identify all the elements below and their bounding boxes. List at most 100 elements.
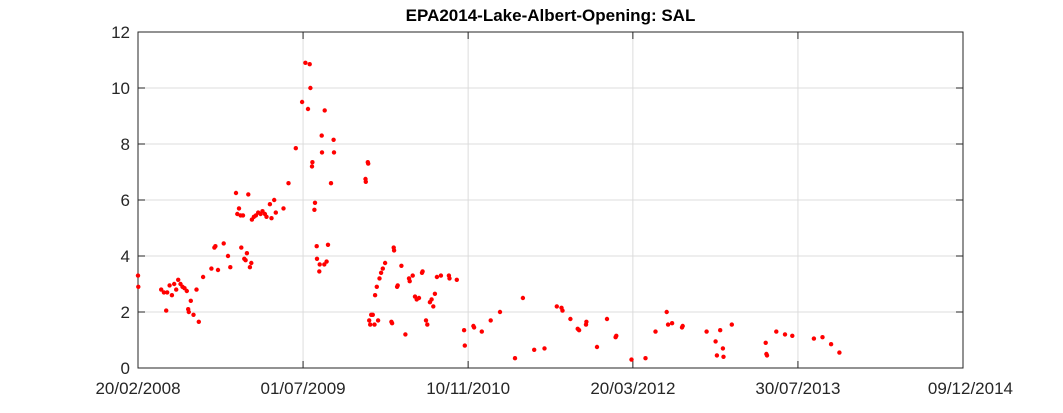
data-point [269,216,274,221]
data-point [228,265,233,270]
data-point [837,350,842,355]
data-point [324,259,329,264]
data-point [303,60,308,65]
axis-ticks: 0 2 4 6 8 10 12 20/02/2008 01/07/2009 10/11/2010 2… [95,23,1013,398]
data-point [479,329,484,334]
data-point [176,277,181,282]
data-point [820,335,825,340]
data-point [721,354,726,359]
data-point [325,242,331,247]
data-point [196,319,201,324]
data-point [233,190,239,196]
data-point [462,343,467,348]
data-point [438,273,444,278]
data-point [718,328,723,333]
data-point [169,293,175,298]
data-point [174,287,179,292]
data-point [135,273,141,278]
data-point [264,214,269,219]
data-point [520,295,526,301]
y-tick-label: 4 [121,247,130,266]
data-point [377,276,382,281]
data-point [225,253,231,259]
grid-lines [137,31,964,369]
data-point [429,297,434,302]
data-point [317,269,322,274]
data-point [423,318,429,323]
data-point [713,339,718,344]
data-point [267,202,273,207]
data-point [136,284,141,289]
data-point [322,108,327,113]
data-point [604,316,610,322]
data-point [416,295,422,301]
data-point [314,256,320,261]
data-point [273,210,278,215]
data-points [135,60,842,362]
data-point [391,248,397,253]
data-point [560,308,565,313]
data-point [194,287,199,292]
x-tick-label: 20/03/2012 [590,379,675,398]
data-point [720,346,726,351]
data-point [828,342,834,347]
data-point [184,288,189,294]
data-point [317,262,322,267]
data-point [729,322,734,327]
data-point [331,137,336,142]
data-point [221,241,226,246]
data-point [374,284,379,289]
data-point [309,164,315,169]
data-point [314,244,319,249]
data-point [399,263,404,268]
data-point [471,325,477,330]
data-point [403,332,408,337]
data-point [554,304,559,309]
data-point [665,322,671,327]
data-point [272,197,277,203]
data-point [431,304,436,309]
y-tick-label: 12 [111,23,130,42]
y-tick-label: 10 [111,79,130,98]
data-point [432,291,438,296]
data-point [382,260,388,266]
data-point [790,333,795,338]
data-point [764,353,770,358]
data-point [669,321,675,326]
data-point [568,316,573,322]
data-point [584,319,589,324]
data-point [249,260,254,266]
data-point [310,160,315,165]
data-point [629,357,634,362]
data-point [307,61,312,67]
data-point [299,99,305,105]
data-point [308,85,313,91]
data-point [247,265,253,270]
data-point [653,329,658,334]
data-point [380,266,385,271]
data-point [331,150,337,155]
data-point [281,206,286,211]
data-point [447,276,452,281]
data-point [235,211,240,217]
data-point [410,273,415,278]
data-point [542,346,547,351]
data-point [576,328,582,333]
data-point [372,322,377,327]
data-point [782,332,788,337]
data-point [378,270,384,275]
data-point [395,283,400,288]
data-point [191,312,196,317]
x-tick-label: 09/12/2014 [928,379,1013,398]
data-point [488,318,493,323]
data-point [172,281,177,287]
data-point [159,287,164,292]
x-tick-label: 30/07/2013 [755,379,840,398]
x-tick-label: 01/07/2009 [261,379,346,398]
data-point [375,318,381,323]
y-tick-label: 6 [121,191,130,210]
data-point [811,336,817,341]
data-point [368,322,373,327]
data-point [188,298,193,303]
data-point [305,106,311,112]
